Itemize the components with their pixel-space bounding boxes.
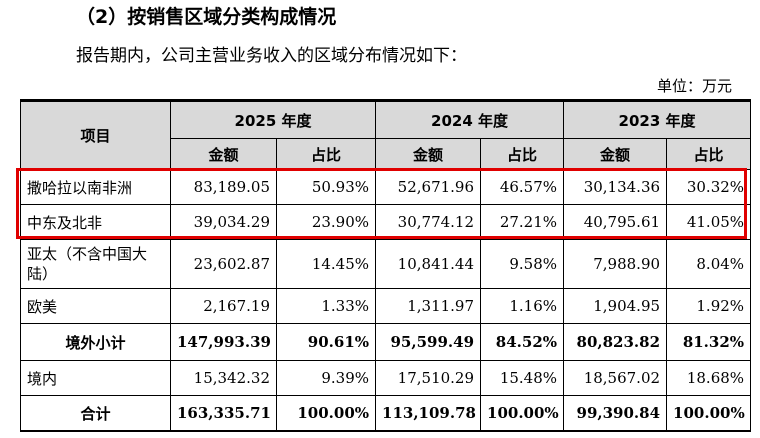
cell-value: 46.57% xyxy=(480,169,565,205)
cell-value: 10,841.44 xyxy=(375,239,482,289)
cell-value: 30,134.36 xyxy=(563,169,668,205)
cell-value: 23,602.87 xyxy=(170,239,277,289)
row-label: 境外小计 xyxy=(20,323,171,361)
cell-value: 147,993.39 xyxy=(170,323,277,361)
cell-value: 80,823.82 xyxy=(563,323,668,361)
header-row-years: 项目 2025 年度 2024 年度 2023 年度 xyxy=(20,99,752,170)
regional-revenue-table: 项目 2025 年度 2024 年度 2023 年度 金额 占比 金额 占比 金… xyxy=(20,99,752,432)
cell-value: 7,988.90 xyxy=(563,239,668,289)
subtotal-row: 境外小计 147,993.39 90.61% 95,599.49 84.52% … xyxy=(20,323,752,361)
cell-value: 15.48% xyxy=(480,360,565,396)
ratio-header: 占比 xyxy=(666,138,752,170)
year-header-2024: 2024 年度 xyxy=(375,99,565,139)
ratio-header: 占比 xyxy=(275,138,377,170)
cell-value: 113,109.78 xyxy=(375,395,482,432)
cell-value: 18.68% xyxy=(666,360,752,396)
cell-value: 1.16% xyxy=(480,288,565,324)
cell-value: 50.93% xyxy=(275,169,377,205)
cell-value: 1,311.97 xyxy=(375,288,482,324)
cell-value: 1,904.95 xyxy=(563,288,668,324)
cell-value: 95,599.49 xyxy=(375,323,482,361)
cell-value: 81.32% xyxy=(666,323,752,361)
ratio-header: 占比 xyxy=(480,138,565,170)
cell-value: 163,335.71 xyxy=(170,395,277,432)
year-header-2025: 2025 年度 xyxy=(169,99,377,139)
cell-value: 30.32% xyxy=(666,169,752,205)
unit-label: 单位：万元 xyxy=(656,77,732,95)
cell-value: 8.04% xyxy=(666,239,752,289)
year-header-2023: 2023 年度 xyxy=(563,99,752,139)
row-label: 中东及北非 xyxy=(20,204,171,240)
cell-value: 23.90% xyxy=(275,204,377,240)
row-label: 撒哈拉以南非洲 xyxy=(20,169,171,205)
header-row-metrics: 金额 占比 金额 占比 金额 占比 xyxy=(21,138,752,170)
cell-value: 84.52% xyxy=(480,323,565,361)
row-label: 合计 xyxy=(20,395,171,432)
cell-value: 2,167.19 xyxy=(170,288,277,324)
section-heading: （2）按销售区域分类构成情况 xyxy=(76,6,337,28)
cell-value: 30,774.12 xyxy=(375,204,482,240)
cell-value: 100.00% xyxy=(666,395,752,432)
cell-value: 27.21% xyxy=(480,204,565,240)
cell-value: 90.61% xyxy=(275,323,377,361)
cell-value: 9.58% xyxy=(480,239,565,289)
cell-value: 15,342.32 xyxy=(170,360,277,396)
cell-value: 14.45% xyxy=(275,239,377,289)
cell-value: 17,510.29 xyxy=(375,360,482,396)
row-label: 亚太（不含中国大陆） xyxy=(20,239,171,289)
item-header: 项目 xyxy=(20,99,171,170)
row-label: 境内 xyxy=(20,360,171,396)
cell-value: 1.92% xyxy=(666,288,752,324)
table-row: 亚太（不含中国大陆） 23,602.87 14.45% 10,841.44 9.… xyxy=(20,239,752,289)
cell-value: 99,390.84 xyxy=(563,395,668,432)
table-row: 撒哈拉以南非洲 83,189.05 50.93% 52,671.96 46.57… xyxy=(20,169,752,205)
table-row: 中东及北非 39,034.29 23.90% 30,774.12 27.21% … xyxy=(20,204,752,240)
amount-header: 金额 xyxy=(375,138,482,170)
cell-value: 39,034.29 xyxy=(170,204,277,240)
row-label: 欧美 xyxy=(20,288,171,324)
table-row: 欧美 2,167.19 1.33% 1,311.97 1.16% 1,904.9… xyxy=(20,288,752,324)
cell-value: 9.39% xyxy=(275,360,377,396)
cell-value: 41.05% xyxy=(666,204,752,240)
table-row: 境内 15,342.32 9.39% 17,510.29 15.48% 18,5… xyxy=(20,360,752,396)
intro-text: 报告期内，公司主营业务收入的区域分布情况如下： xyxy=(76,46,467,66)
cell-value: 83,189.05 xyxy=(170,169,277,205)
total-row: 合计 163,335.71 100.00% 113,109.78 100.00%… xyxy=(20,395,752,432)
cell-value: 40,795.61 xyxy=(563,204,668,240)
cell-value: 100.00% xyxy=(480,395,565,432)
cell-value: 52,671.96 xyxy=(375,169,482,205)
cell-value: 100.00% xyxy=(275,395,377,432)
cell-value: 18,567.02 xyxy=(563,360,668,396)
cell-value: 1.33% xyxy=(275,288,377,324)
amount-header: 金额 xyxy=(170,138,277,170)
amount-header: 金额 xyxy=(563,138,668,170)
